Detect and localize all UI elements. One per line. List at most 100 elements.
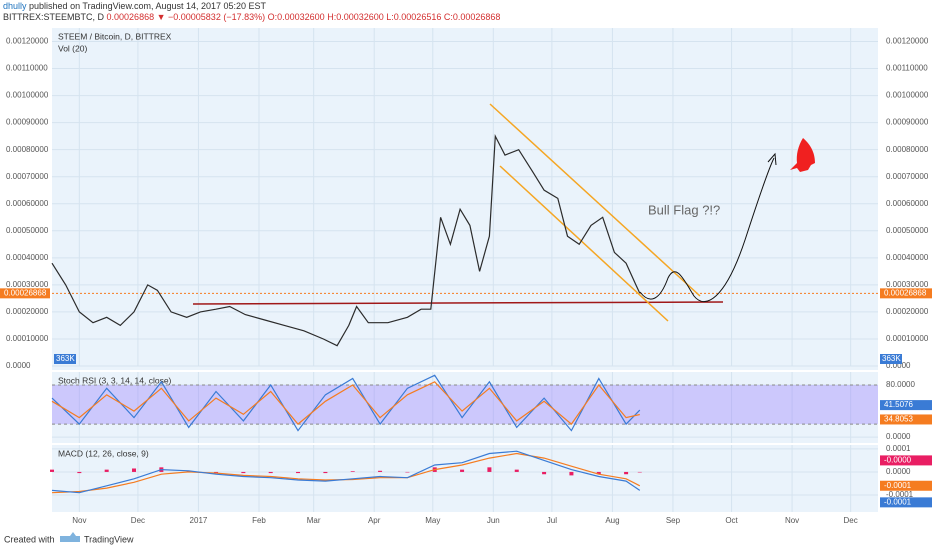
last-badge [880, 288, 932, 299]
y-tick-label: 0.00120000 [6, 37, 49, 46]
support-line [192, 301, 724, 305]
y-tick-label: 0.0000 [886, 361, 911, 370]
y-tick-label: 0.00050000 [6, 226, 49, 235]
y-tick-label: 0.00090000 [6, 118, 49, 127]
close: C:0.00026868 [443, 12, 501, 22]
last-badge [880, 480, 932, 491]
open: O:0.00032600 [267, 12, 325, 22]
x-tick-label: 2017 [190, 516, 208, 525]
y-tick-label: 0.00070000 [886, 172, 929, 181]
volume-badge [54, 354, 76, 364]
histogram-bar [596, 471, 601, 475]
volume-label: 363K [56, 354, 75, 363]
last-badge [880, 414, 932, 425]
macd-pane [52, 445, 878, 512]
logo [60, 532, 80, 542]
pane-title: STEEM / Bitcoin, D, BITTREX [58, 31, 172, 41]
x-tick-label: Nov [72, 516, 86, 525]
y-tick-label: 0.0000 [886, 432, 911, 441]
high: H:0.00032600 [327, 12, 384, 22]
x-tick-label: Aug [605, 516, 619, 525]
arrow-head [767, 152, 777, 166]
histogram-bar [624, 471, 629, 475]
last-badge [0, 288, 50, 299]
y-tick-label: 0.00060000 [886, 199, 929, 208]
stoch-pane [52, 372, 878, 443]
histogram-bar [104, 469, 109, 472]
footer-created: Created with [4, 534, 55, 544]
author: dhully [3, 1, 27, 11]
projection-curve [639, 157, 775, 303]
y-tick-label: -0.0001 [886, 490, 914, 499]
histogram-bar [542, 471, 547, 475]
rocket [790, 138, 815, 172]
y-tick-label: 0.00040000 [6, 253, 49, 262]
pane-title: Stoch RSI (3, 3, 14, 14, close) [58, 375, 172, 385]
histogram-bar [77, 471, 82, 474]
symbol: BITTREX:STEEMBTC, D [3, 12, 105, 22]
x-tick-label: Feb [252, 516, 266, 525]
last-label: 0.00026868 [884, 288, 927, 297]
x-tick-label: Oct [725, 516, 738, 525]
x-tick-label: Mar [307, 516, 321, 525]
x-tick-label: Jun [487, 516, 500, 525]
last-label: -0.0001 [884, 481, 912, 490]
y-tick-label: 0.00080000 [6, 145, 49, 154]
low: L:0.00026516 [386, 12, 442, 22]
footer-brand: TradingView [84, 534, 134, 544]
x-tick-label: Apr [368, 516, 381, 525]
volume-badge [880, 354, 902, 364]
y-tick-label: 0.00020000 [886, 307, 929, 316]
last-badge [880, 455, 932, 466]
last-label: -0.0001 [884, 497, 912, 506]
last-label: 0.00026868 [4, 288, 47, 297]
last-badge [880, 400, 932, 411]
last: 0.00026868 [106, 12, 155, 22]
histogram-bar [50, 469, 54, 472]
histogram-bar [487, 467, 492, 472]
y-tick-label: 0.00010000 [886, 334, 929, 343]
histogram-bar [460, 469, 465, 472]
y-tick-label: 0.00050000 [886, 226, 929, 235]
histogram-bar [132, 468, 137, 472]
histogram-bar [268, 471, 273, 474]
y-tick-label: 0.00110000 [6, 64, 48, 73]
last-label: 34.8053 [884, 415, 913, 424]
last-label: -0.0000 [884, 456, 912, 465]
channel-bottom [499, 165, 669, 322]
x-tick-label: Sep [666, 516, 681, 525]
y-tick-label: 0.00100000 [886, 91, 929, 100]
published: published on TradingView.com, August 14,… [29, 1, 267, 11]
channel-top [489, 103, 701, 297]
y-tick-label: 0.00090000 [886, 118, 929, 127]
histogram-bar [296, 471, 301, 474]
y-tick-label: 0.00070000 [6, 172, 49, 181]
y-tick-label: 0.00030000 [6, 280, 49, 289]
histogram-bar [323, 471, 328, 474]
histogram-bar [405, 471, 410, 473]
annotation: Bull Flag ?!? [648, 202, 720, 217]
histogram-bar [241, 471, 246, 474]
histogram-bar [514, 469, 519, 472]
band [52, 385, 878, 425]
pane-title: MACD (12, 26, close, 9) [58, 448, 149, 458]
y-tick-label: 0.00010000 [6, 334, 49, 343]
y-tick-label: 0.00110000 [886, 64, 928, 73]
volume-label: 363K [882, 354, 901, 363]
y-tick-label: 0.00020000 [6, 307, 49, 316]
series-line [51, 381, 640, 425]
pane-subtitle: Vol (20) [58, 43, 87, 53]
last-label: 41.5076 [884, 400, 913, 409]
series-line [51, 450, 641, 494]
y-tick-label: 0.00100000 [6, 91, 49, 100]
y-tick-label: 0.0000 [886, 467, 911, 476]
y-tick-label: 0.00120000 [886, 37, 929, 46]
histogram-bar [569, 471, 574, 476]
x-tick-label: Jul [547, 516, 557, 525]
x-tick-label: Nov [785, 516, 799, 525]
last-badge [880, 497, 932, 508]
x-tick-label: May [425, 516, 440, 525]
y-tick-label: 0.00040000 [886, 253, 929, 262]
